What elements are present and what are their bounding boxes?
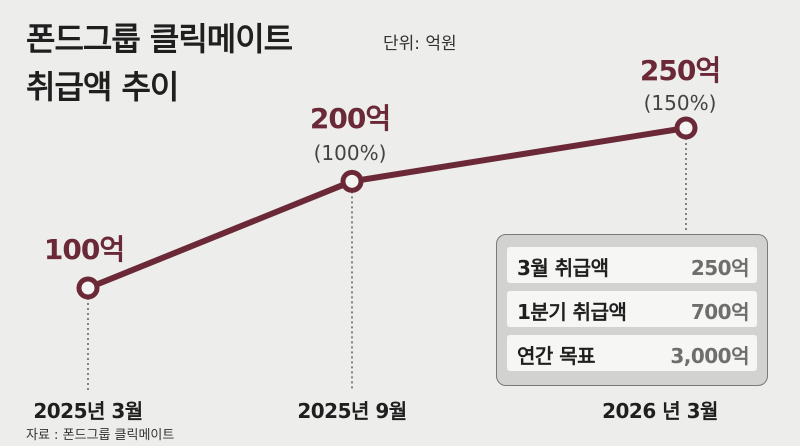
x-tick-label: 2025년 3월 [33,399,142,423]
data-label: 200억 [310,102,390,135]
x-tick-label: 2025년 9월 [297,399,406,423]
summary-value: 3,000억 [670,344,749,368]
pct-label: (150%) [644,91,717,115]
summary-row: 3월 취급액 250억 [507,247,757,283]
data-label: 250억 [640,54,720,87]
summary-value: 250억 [690,256,750,280]
data-label: 100억 [44,233,124,266]
summary-label: 1분기 취급액 [517,300,627,324]
summary-row: 1분기 취급액 700억 [507,291,757,327]
chart-title: 폰드그룹 클릭메이트 [26,20,293,58]
data-point [340,169,364,193]
data-point [76,276,100,300]
data-point [674,116,698,140]
x-tick-label: 2026 년 3월 [602,399,718,423]
summary-label: 연간 목표 [517,344,596,368]
source-note: 자료 : 폰드그룹 클릭메이트 [26,428,175,443]
summary-label: 3월 취급액 [517,256,609,280]
summary-row: 연간 목표 3,000억 [507,335,757,371]
summary-value: 700억 [690,300,750,324]
unit-label: 단위: 억원 [383,34,457,54]
pct-label: (100%) [314,141,387,165]
summary-box: 3월 취급액 250억 1분기 취급액 700억 연간 목표 3,000억 [496,234,768,386]
chart-subtitle: 취급액 추이 [26,68,179,106]
